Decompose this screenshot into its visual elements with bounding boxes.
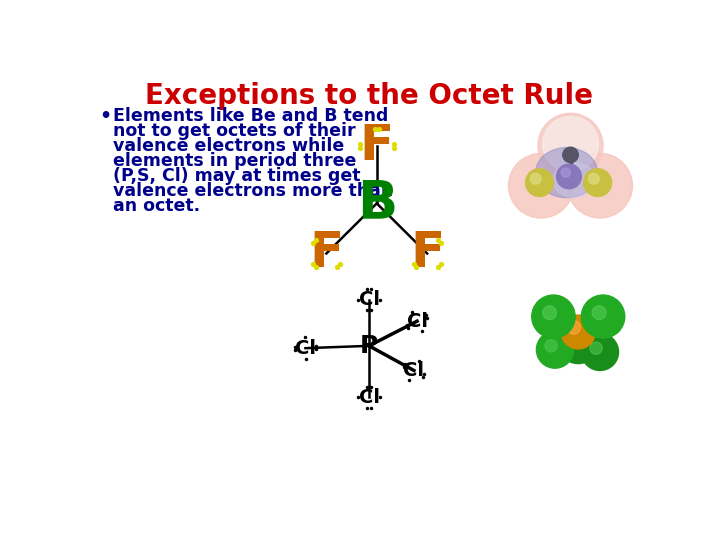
Circle shape	[590, 342, 602, 354]
Text: (P,S, Cl) may at times get: (P,S, Cl) may at times get	[113, 167, 361, 185]
Text: valence electrons more than: valence electrons more than	[113, 182, 394, 200]
Text: valence electrons while: valence electrons while	[113, 137, 344, 155]
Text: Cl: Cl	[295, 339, 316, 357]
Circle shape	[543, 117, 598, 172]
Circle shape	[561, 315, 595, 349]
Text: P: P	[360, 334, 378, 358]
Circle shape	[588, 173, 599, 184]
Circle shape	[532, 295, 575, 338]
Circle shape	[538, 113, 603, 178]
Text: an octet.: an octet.	[113, 197, 200, 215]
Circle shape	[567, 331, 581, 345]
Circle shape	[563, 147, 578, 163]
Circle shape	[581, 295, 625, 338]
Text: elements in period three: elements in period three	[113, 152, 356, 170]
Text: Cl: Cl	[359, 388, 379, 407]
Text: •: •	[99, 107, 112, 126]
Circle shape	[561, 168, 570, 177]
Circle shape	[526, 168, 554, 197]
Ellipse shape	[536, 147, 598, 198]
Text: Cl: Cl	[359, 290, 379, 309]
Text: F: F	[310, 230, 343, 278]
Circle shape	[557, 320, 600, 363]
Text: not to get octets of their: not to get octets of their	[113, 122, 356, 140]
Text: Elements like Be and B tend: Elements like Be and B tend	[113, 107, 389, 125]
Text: F: F	[359, 122, 394, 170]
Text: Cl: Cl	[403, 361, 425, 380]
Circle shape	[557, 164, 581, 189]
Circle shape	[536, 331, 574, 368]
Circle shape	[545, 340, 557, 352]
Circle shape	[581, 334, 618, 370]
Text: Exceptions to the Octet Rule: Exceptions to the Octet Rule	[145, 82, 593, 110]
Circle shape	[592, 306, 606, 320]
Circle shape	[508, 153, 574, 218]
Text: B: B	[356, 178, 397, 230]
Circle shape	[543, 306, 557, 320]
Text: Cl: Cl	[407, 312, 428, 330]
Circle shape	[567, 153, 632, 218]
Text: F: F	[410, 230, 444, 278]
Ellipse shape	[553, 163, 595, 198]
Circle shape	[530, 173, 541, 184]
Circle shape	[567, 320, 580, 334]
Circle shape	[584, 168, 611, 197]
